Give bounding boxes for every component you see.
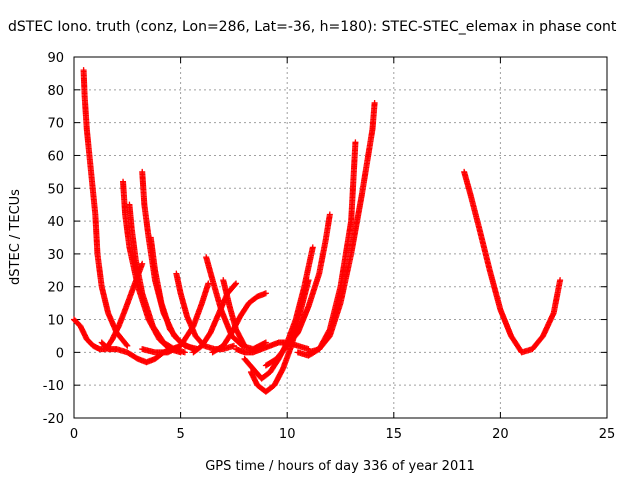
grid: [74, 57, 607, 418]
data-point: [124, 342, 131, 349]
data-point: [352, 139, 359, 146]
x-tick-label: 15: [386, 427, 403, 442]
data-series: [139, 280, 212, 356]
x-axis-label: GPS time / hours of day 336 of year 2011: [205, 459, 475, 474]
y-tick-label: 80: [47, 84, 64, 99]
data-point: [232, 281, 239, 288]
y-tick-label: 0: [56, 346, 64, 361]
data-series: [71, 260, 146, 353]
data-point: [230, 342, 237, 349]
x-tick-label: 25: [599, 427, 616, 442]
data-point: [309, 244, 316, 251]
y-tick-label: 90: [47, 51, 64, 66]
data-point: [241, 342, 248, 349]
y-tick-label: 10: [47, 314, 64, 329]
data-series: [262, 211, 333, 369]
data-series: [305, 99, 378, 356]
chart-title: dSTEC Iono. truth (conz, Lon=286, Lat=-3…: [8, 19, 617, 35]
data-point: [205, 280, 212, 287]
y-tick-label: 20: [47, 281, 64, 296]
data-point: [181, 349, 188, 356]
data-point: [123, 341, 130, 348]
data-point: [262, 290, 269, 297]
axis-ticks: 0 5 10 15 20 25 -20 -10 0 10 20 30 40 50 60 70 80 90: [43, 51, 616, 442]
data-points: [71, 67, 564, 395]
data-point: [139, 260, 146, 267]
data-point: [305, 277, 312, 284]
data-series: [247, 277, 312, 395]
data-point: [371, 99, 378, 106]
plot-frame: [73, 56, 608, 419]
data-point: [233, 280, 240, 287]
data-point: [326, 211, 333, 218]
y-tick-label: 70: [47, 117, 64, 132]
y-tick-label: 40: [47, 215, 64, 230]
y-tick-label: 50: [47, 182, 64, 197]
data-series: [220, 277, 248, 349]
x-tick-label: 0: [70, 427, 78, 442]
x-tick-label: 5: [176, 427, 184, 442]
data-series: [203, 254, 269, 353]
x-tick-label: 10: [279, 427, 296, 442]
x-tick-label: 20: [492, 427, 509, 442]
y-tick-label: -10: [43, 379, 64, 394]
y-tick-label: 30: [47, 248, 64, 263]
data-series: [209, 290, 269, 356]
y-tick-label: 60: [47, 149, 64, 164]
y-axis-label: dSTEC / TECUs: [8, 189, 23, 285]
y-tick-label: -20: [43, 412, 64, 427]
data-point: [557, 277, 564, 284]
data-series: [461, 168, 564, 356]
